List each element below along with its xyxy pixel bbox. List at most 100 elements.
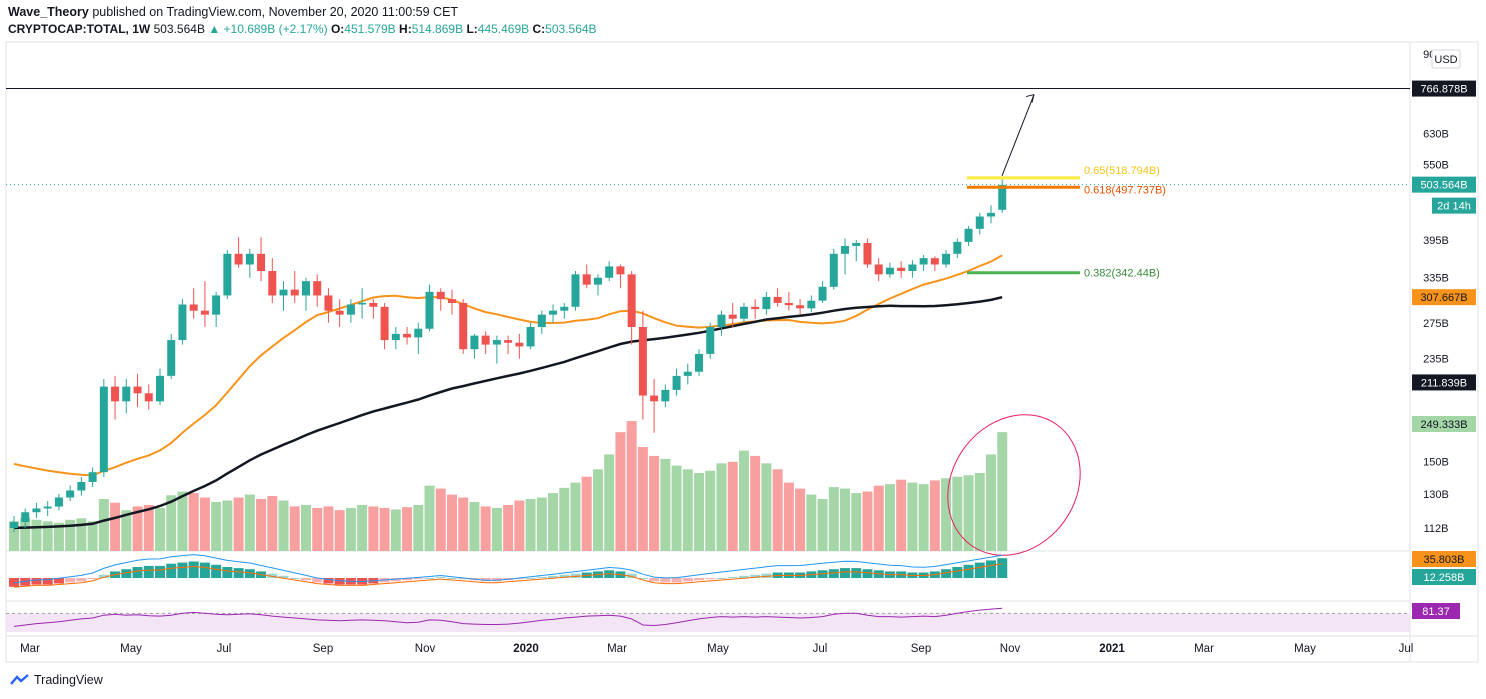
candle-body[interactable]: [650, 395, 659, 402]
candle-body[interactable]: [582, 274, 591, 285]
candle-body[interactable]: [268, 271, 277, 296]
candle-body[interactable]: [279, 289, 288, 296]
candle-body[interactable]: [908, 264, 917, 272]
candle-body[interactable]: [313, 281, 322, 296]
candle-body[interactable]: [885, 267, 894, 275]
candle-body[interactable]: [358, 302, 367, 305]
currency-box[interactable]: [1431, 49, 1461, 69]
candle-body[interactable]: [706, 327, 715, 354]
candle-body[interactable]: [638, 327, 647, 396]
candle-body[interactable]: [537, 314, 546, 328]
candle-body[interactable]: [346, 304, 355, 315]
candle-body[interactable]: [21, 512, 30, 522]
candle-body[interactable]: [683, 371, 692, 376]
macd-histogram-bar: [424, 578, 435, 579]
candle-body[interactable]: [481, 335, 490, 345]
candle-body[interactable]: [99, 386, 108, 473]
candle-body[interactable]: [133, 386, 142, 394]
candle-body[interactable]: [380, 306, 389, 341]
candle-body[interactable]: [571, 274, 580, 307]
candle-body[interactable]: [717, 314, 726, 328]
candle-body[interactable]: [403, 333, 412, 338]
candle-body[interactable]: [919, 258, 928, 265]
candle-body[interactable]: [672, 375, 681, 390]
candle-body[interactable]: [605, 266, 614, 278]
candle-body[interactable]: [773, 296, 782, 303]
candle-body[interactable]: [549, 310, 558, 315]
candle-body[interactable]: [695, 353, 704, 372]
candle-body[interactable]: [616, 266, 625, 275]
candle-body[interactable]: [998, 184, 1007, 210]
candle-body[interactable]: [324, 295, 333, 311]
macd-histogram-bar: [536, 576, 547, 578]
candle-body[interactable]: [492, 340, 501, 345]
candle-body[interactable]: [144, 393, 153, 402]
candle-body[interactable]: [436, 291, 445, 300]
candle-body[interactable]: [627, 274, 636, 328]
candle-body[interactable]: [930, 258, 939, 265]
candle-body[interactable]: [515, 342, 524, 347]
candle-body[interactable]: [897, 267, 906, 272]
candle-body[interactable]: [335, 310, 344, 315]
candle-body[interactable]: [77, 481, 86, 491]
candle-body[interactable]: [414, 328, 423, 338]
candle-body[interactable]: [167, 340, 176, 376]
candle-body[interactable]: [212, 295, 221, 315]
candle-body[interactable]: [111, 386, 120, 402]
candle-body[interactable]: [200, 310, 209, 315]
candle-body[interactable]: [762, 296, 771, 310]
candle-body[interactable]: [66, 490, 75, 498]
candle-body[interactable]: [189, 304, 198, 311]
candle-body[interactable]: [369, 302, 378, 307]
candle-body[interactable]: [459, 302, 468, 350]
candle-body[interactable]: [526, 327, 535, 347]
candle-body[interactable]: [829, 253, 838, 287]
candle-body[interactable]: [234, 253, 243, 265]
candle-body[interactable]: [796, 305, 805, 309]
candle-body[interactable]: [784, 302, 793, 306]
symbol-label[interactable]: CRYPTOCAP:TOTAL, 1W: [8, 22, 151, 36]
volume-bar: [952, 476, 963, 551]
candle-body[interactable]: [223, 253, 232, 296]
candle-body[interactable]: [391, 333, 400, 341]
candle-body[interactable]: [122, 386, 131, 402]
author-name[interactable]: Wave_Theory: [8, 5, 89, 19]
candle-body[interactable]: [178, 304, 187, 341]
candle-body[interactable]: [155, 375, 164, 402]
candle-body[interactable]: [739, 306, 748, 319]
candle-body[interactable]: [661, 389, 670, 402]
candle-body[interactable]: [964, 228, 973, 242]
candle-body[interactable]: [290, 289, 299, 296]
candle-body[interactable]: [10, 521, 18, 528]
candle-body[interactable]: [301, 281, 310, 296]
candle-body[interactable]: [807, 300, 816, 309]
candle-body[interactable]: [425, 291, 434, 329]
candle-body[interactable]: [257, 253, 266, 272]
macd-histogram-bar: [480, 578, 491, 582]
candle-body[interactable]: [852, 243, 861, 246]
candle-body[interactable]: [728, 314, 737, 319]
candle-body[interactable]: [953, 241, 962, 254]
candle-body[interactable]: [88, 472, 97, 482]
candle-body[interactable]: [560, 306, 569, 311]
candle-body[interactable]: [818, 286, 827, 301]
candle-body[interactable]: [593, 277, 602, 285]
volume-bar: [143, 504, 154, 551]
candle-body[interactable]: [470, 335, 479, 350]
candle-body[interactable]: [245, 253, 254, 265]
tradingview-footer[interactable]: TradingView: [10, 673, 103, 687]
macd-histogram-bar: [222, 567, 233, 578]
candle-body[interactable]: [874, 264, 883, 275]
candle-body[interactable]: [32, 508, 41, 513]
candle-body[interactable]: [54, 497, 63, 507]
candle-body[interactable]: [987, 212, 996, 217]
candle-body[interactable]: [447, 299, 456, 303]
candle-body[interactable]: [975, 216, 984, 229]
candle-body[interactable]: [863, 243, 872, 265]
candle-body[interactable]: [43, 506, 52, 509]
candle-body[interactable]: [841, 245, 850, 254]
candle-body[interactable]: [504, 340, 513, 343]
candle-body[interactable]: [942, 253, 951, 265]
candle-body[interactable]: [751, 306, 760, 310]
